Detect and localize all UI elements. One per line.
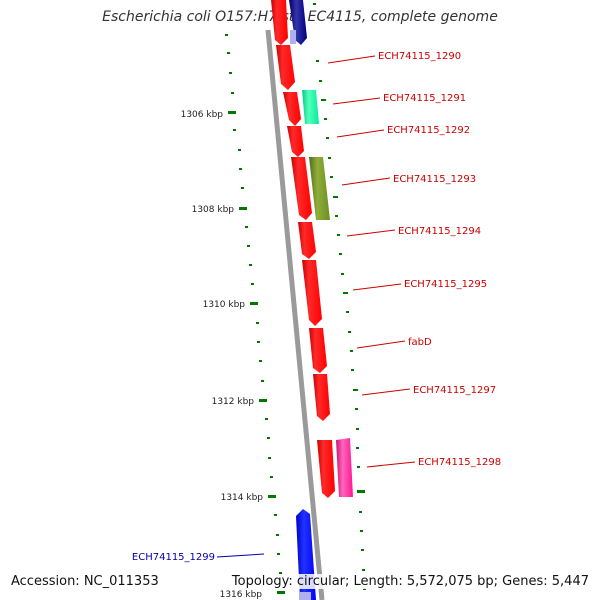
ruler-label-1314: 1314 kbp [221,493,264,503]
gene-feature[interactable] [291,157,312,220]
gene-feature[interactable] [298,222,316,259]
gene-label[interactable]: ECH74115_1295 [404,279,487,290]
label-leader-blue [216,553,265,558]
gene-label[interactable]: ECH74115_1298 [418,457,501,468]
gene-label[interactable]: fabD [408,337,432,348]
gene-label[interactable]: ECH74115_1291 [383,93,466,104]
gene-label[interactable]: ECH74115_1299 [132,552,215,563]
gene-feature[interactable] [287,126,304,157]
gene-feature[interactable] [302,260,322,326]
ruler-label-1316: 1316 kbp [220,590,263,600]
gene-label[interactable]: ECH74115_1294 [398,226,481,237]
genome-summary-text: Topology: circular; Length: 5,572,075 bp… [229,574,591,589]
ruler-label-1310: 1310 kbp [203,300,246,310]
ruler-label-1308: 1308 kbp [192,205,235,215]
gene-feature[interactable] [317,440,335,498]
ruler-ticks [225,34,285,594]
accession-text: Accession: NC_011353 [9,574,161,589]
gene-feature[interactable] [309,157,330,220]
gene-feature[interactable] [289,0,307,45]
gene-feature[interactable] [309,328,327,373]
gene-feature[interactable] [302,90,319,124]
forward-genes [271,0,335,498]
gene-label[interactable]: ECH74115_1290 [378,51,461,62]
gene-feature[interactable] [283,92,301,126]
gene-label[interactable]: ECH74115_1297 [413,385,496,396]
gene-feature[interactable] [336,438,353,497]
other-genes [289,0,353,600]
gene-feature[interactable] [271,0,288,45]
label-leaders [327,55,416,468]
gene-feature[interactable] [276,45,295,90]
gene-strand-ticks [313,3,366,590]
ruler-label-1312: 1312 kbp [212,397,255,407]
genome-backbone [265,29,325,600]
ruler-label-1306: 1306 kbp [181,110,224,120]
gene-feature[interactable] [313,374,330,421]
gene-feature[interactable] [299,592,311,600]
gene-label[interactable]: ECH74115_1293 [393,174,476,185]
gene-label[interactable]: ECH74115_1292 [387,125,470,136]
gene-feature[interactable] [290,30,296,44]
